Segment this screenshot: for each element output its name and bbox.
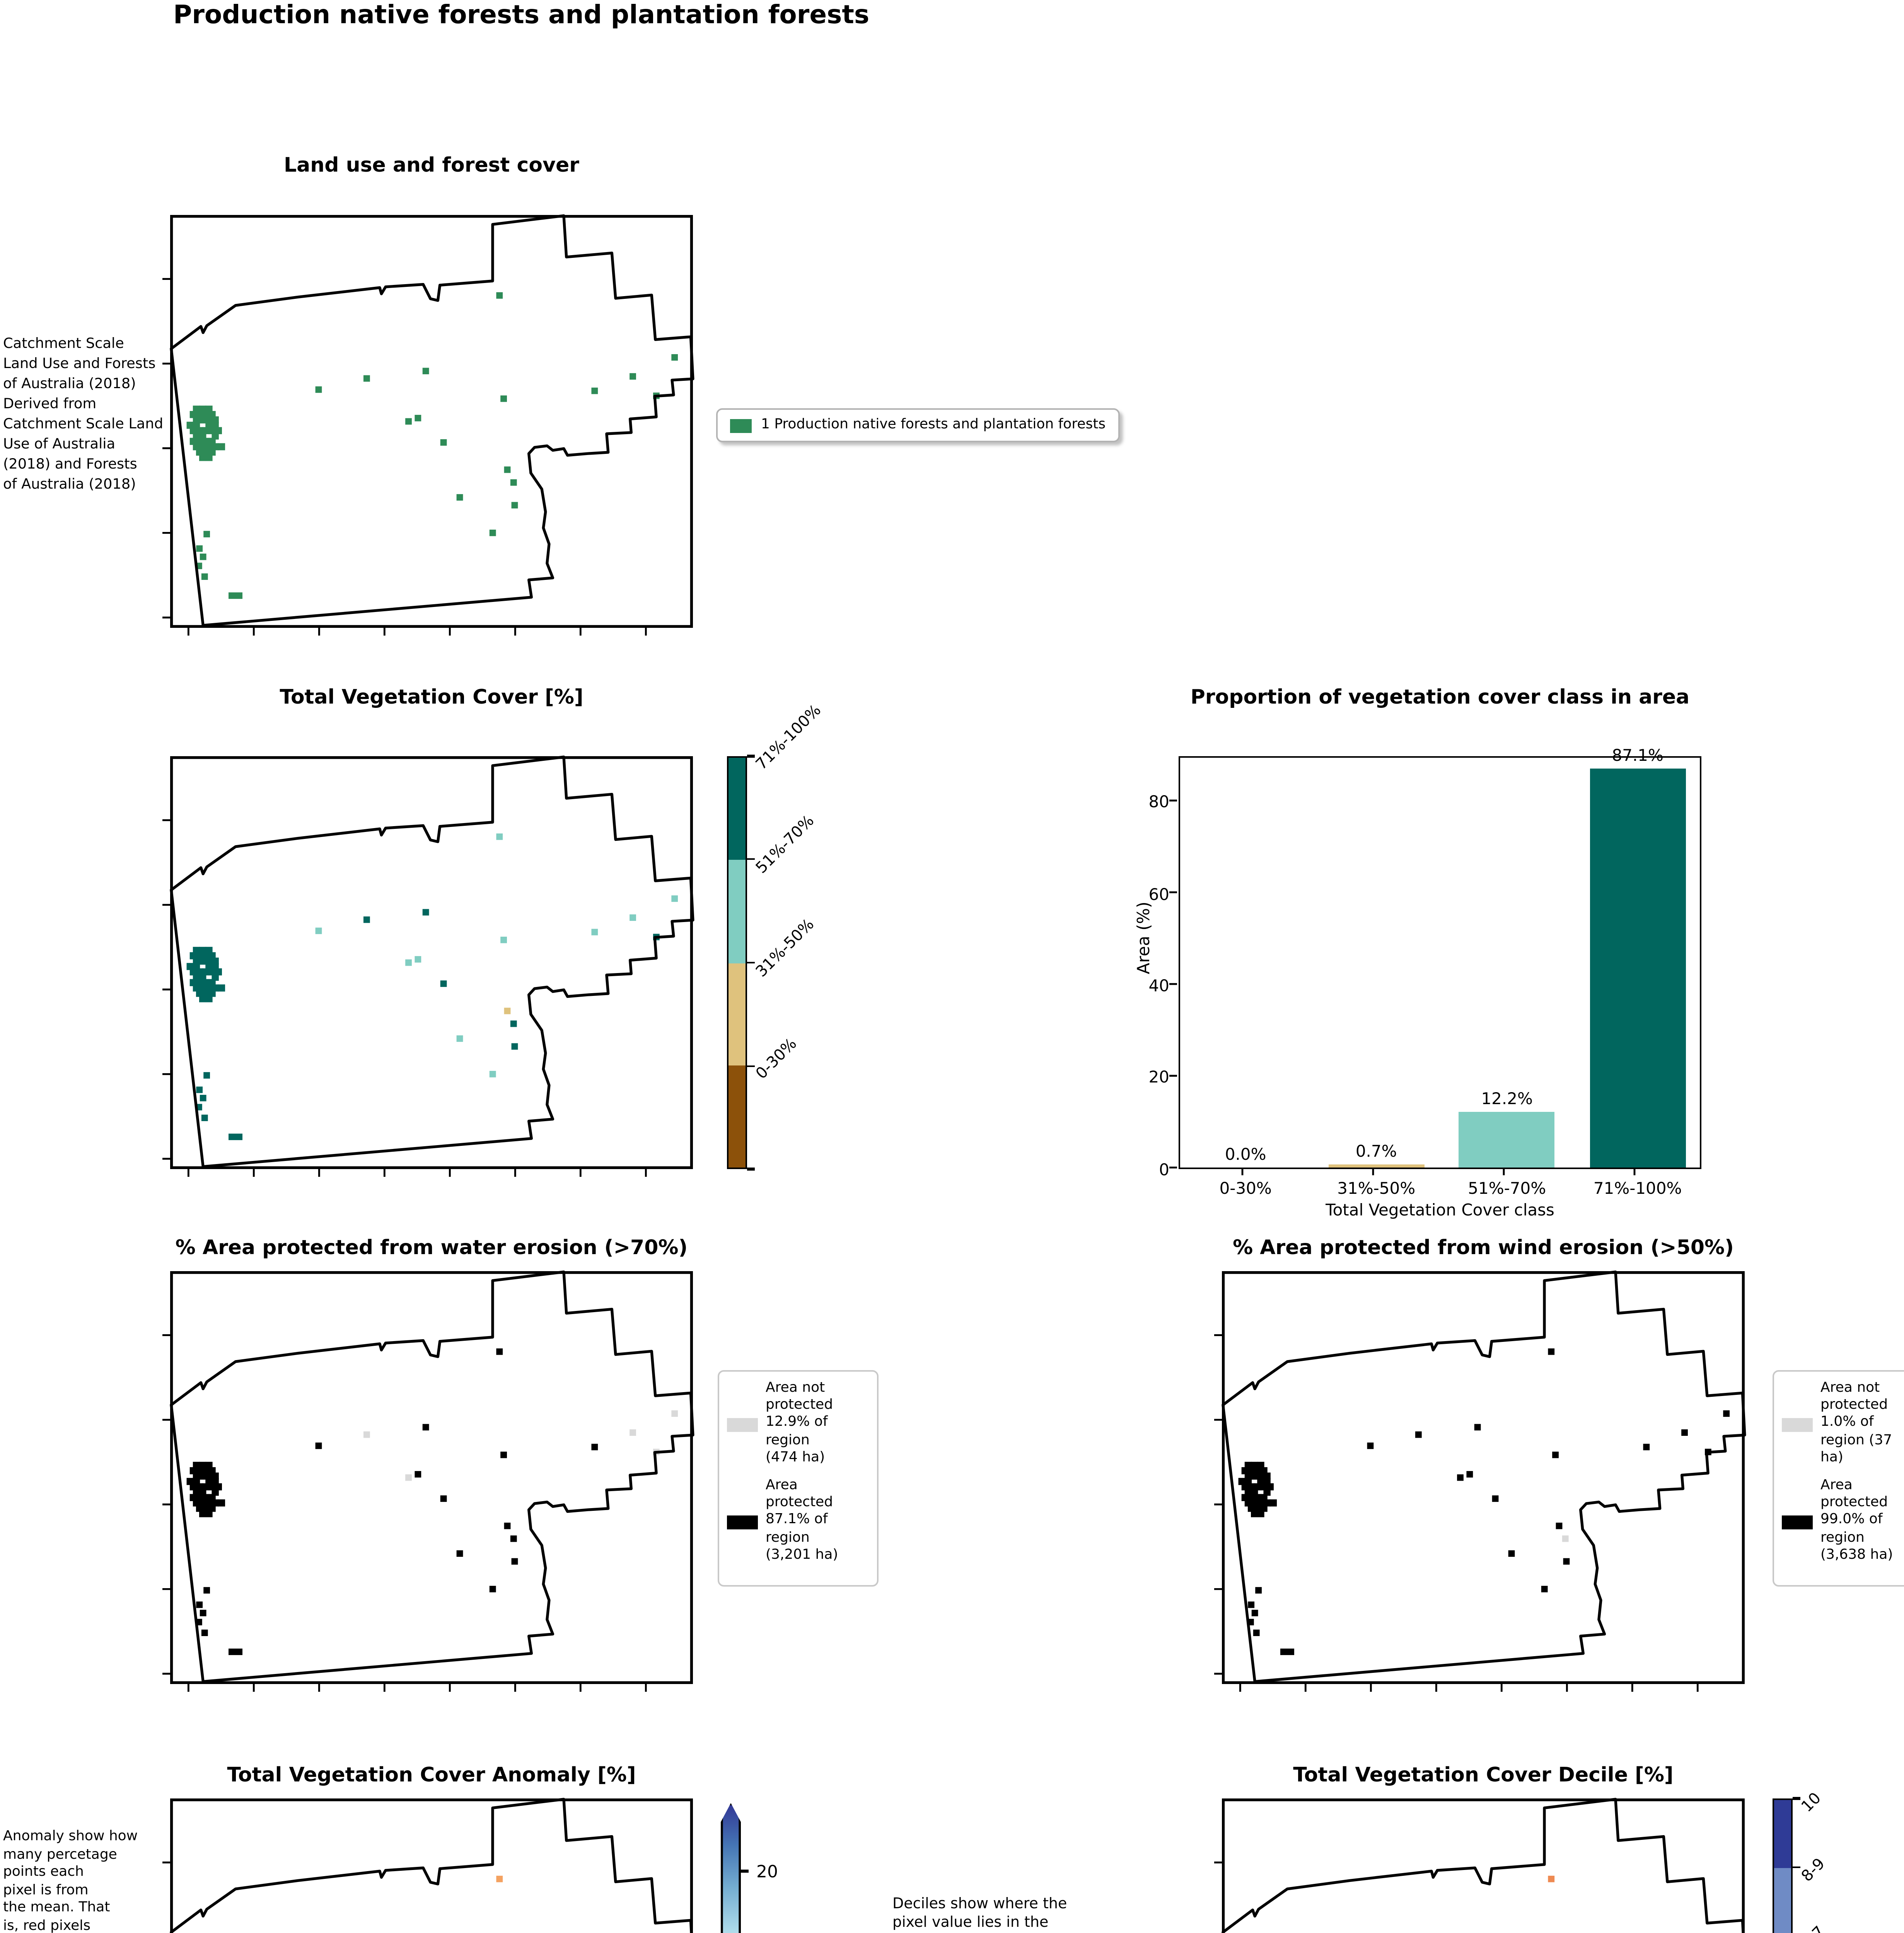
colorbar-tick-label: 31%-50%: [753, 915, 818, 980]
y-tick-label: 80: [1148, 793, 1170, 812]
page-title: Production native forests and plantation…: [173, 0, 870, 29]
proportion-bar-chart: 0.0% 0-30% 0.7% 31%-50% 12.2% 51%-70% 87.1% 71%…: [1149, 746, 1701, 1198]
legend-entry: Area not protected 1.0% of region (37 ha…: [1782, 1381, 1904, 1468]
legend-swatch: [1782, 1515, 1813, 1529]
landuse-annotation: Catchment Scale Land Use and Forests of …: [3, 336, 164, 493]
y-tick-label: 60: [1148, 885, 1170, 904]
legend-text: Area not protected 12.9% of region (474 …: [766, 1381, 833, 1466]
wind-map-title: % Area protected from wind erosion (>50%…: [1233, 1237, 1734, 1260]
x-tick-label: 51%-70%: [1468, 1180, 1546, 1198]
legend-swatch: [727, 1417, 758, 1431]
bar-value-label: 0.7%: [1355, 1142, 1397, 1161]
anomaly-map-title: Total Vegetation Cover Anomaly [%]: [227, 1764, 636, 1788]
legend-swatch: [1782, 1417, 1813, 1431]
decile-annotation: Deciles show where the pixel value lies …: [892, 1896, 1067, 1932]
water-legend: Area not protected 12.9% of region (474 …: [718, 1370, 879, 1587]
vegcover-map-title: Total Vegetation Cover [%]: [280, 687, 583, 710]
colorbar-tick-label: 0-30%: [753, 1036, 801, 1084]
landuse-map: [162, 214, 694, 636]
legend-text: Area protected 87.1% of region (3,201 ha…: [766, 1478, 838, 1563]
legend-entry: Area protected 87.1% of region (3,201 ha…: [727, 1478, 869, 1565]
legend-swatch: [727, 1515, 758, 1529]
vegcover-colorbar: 71%-100% 51%-70% 31%-50% 0-30%: [727, 702, 825, 1170]
legend-entry: Area protected 99.0% of region (3,638 ha…: [1782, 1478, 1904, 1565]
anomaly-colorbar: 20100−10−20: [721, 1803, 778, 1933]
chart-y-axis-label: Area (%): [1133, 902, 1154, 974]
proportion-chart-title: Proportion of vegetation cover class in …: [1190, 687, 1690, 710]
landuse-legend-label: 1 Production native forests and plantati…: [761, 418, 1106, 433]
landuse-map-title: Land use and forest cover: [284, 155, 579, 178]
landuse-legend: 1 Production native forests and plantati…: [716, 408, 1120, 442]
legend-text: Area not protected 1.0% of region (37 ha…: [1820, 1381, 1892, 1466]
vegcover-map: [162, 755, 694, 1177]
x-tick-label: 31%-50%: [1337, 1180, 1416, 1198]
decile-colorbar: 108-94-72-31: [1773, 1790, 1829, 1933]
wind-erosion-map: [1214, 1270, 1746, 1692]
colorbar-tick-label: 8-9: [1799, 1855, 1829, 1885]
y-tick-label: 0: [1159, 1161, 1169, 1179]
y-tick-label: 40: [1148, 977, 1170, 996]
colorbar-tick-label: 51%-70%: [753, 812, 818, 877]
bar-value-label: 87.1%: [1612, 746, 1663, 765]
x-tick-label: 71%-100%: [1593, 1180, 1682, 1198]
water-erosion-map: [162, 1270, 694, 1692]
bar-51%-70%: [1459, 1111, 1555, 1168]
x-tick-label: 0-30%: [1219, 1180, 1272, 1198]
legend-text: Area protected 99.0% of region (3,638 ha…: [1820, 1478, 1893, 1563]
decile-map-title: Total Vegetation Cover Decile [%]: [1293, 1764, 1674, 1788]
landuse-legend-swatch: [730, 418, 752, 432]
anomaly-colorbar-tick-label: 20: [756, 1861, 778, 1882]
decile-map: [1214, 1798, 1745, 1933]
bar-value-label: 12.2%: [1481, 1090, 1533, 1109]
wind-legend: Area not protected 1.0% of region (37 ha…: [1773, 1370, 1904, 1587]
water-map-title: % Area protected from water erosion (>70…: [175, 1237, 688, 1260]
bar-value-label: 0.0%: [1225, 1146, 1266, 1164]
bar-31%-50%: [1328, 1164, 1425, 1168]
anomaly-annotation: Anomaly show how many percetage points e…: [3, 1829, 138, 1933]
anomaly-map: [162, 1798, 693, 1933]
bar-71%-100%: [1590, 768, 1686, 1168]
y-tick-label: 20: [1148, 1069, 1170, 1088]
legend-entry: Area not protected 12.9% of region (474 …: [727, 1381, 869, 1468]
colorbar-tick-label: 71%-100%: [753, 702, 825, 774]
colorbar-tick-label: 4-7: [1799, 1924, 1829, 1933]
chart-x-axis-label: Total Vegetation Cover class: [1326, 1202, 1554, 1220]
colorbar-tick-label: 10: [1799, 1790, 1825, 1816]
